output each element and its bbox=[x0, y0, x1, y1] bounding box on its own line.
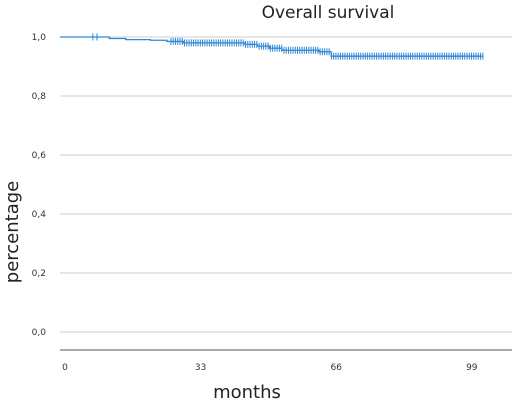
y-tick-label: 0,0 bbox=[32, 328, 47, 338]
x-tick-label: 33 bbox=[195, 363, 206, 373]
survival-curve bbox=[60, 33, 484, 60]
y-tick-label: 0,6 bbox=[32, 151, 47, 161]
y-tick-labels: 0,0 0,2 0,4 0,6 0,8 1,0 bbox=[32, 33, 47, 338]
y-tick-label: 0,2 bbox=[32, 269, 46, 279]
x-tick-label: 66 bbox=[330, 363, 342, 373]
y-tick-label: 0,8 bbox=[32, 92, 47, 102]
y-tick-label: 0,4 bbox=[32, 210, 47, 220]
gridlines bbox=[60, 36, 512, 351]
y-axis-label: percentage bbox=[2, 181, 23, 283]
x-tick-label: 99 bbox=[466, 363, 478, 373]
x-tick-labels: 0 33 66 99 bbox=[62, 363, 478, 373]
chart-title: Overall survival bbox=[262, 3, 395, 23]
y-tick-label: 1,0 bbox=[32, 33, 47, 43]
x-axis-label: months bbox=[213, 382, 281, 403]
x-tick-label: 0 bbox=[62, 363, 68, 373]
survival-step-line bbox=[60, 36, 484, 57]
